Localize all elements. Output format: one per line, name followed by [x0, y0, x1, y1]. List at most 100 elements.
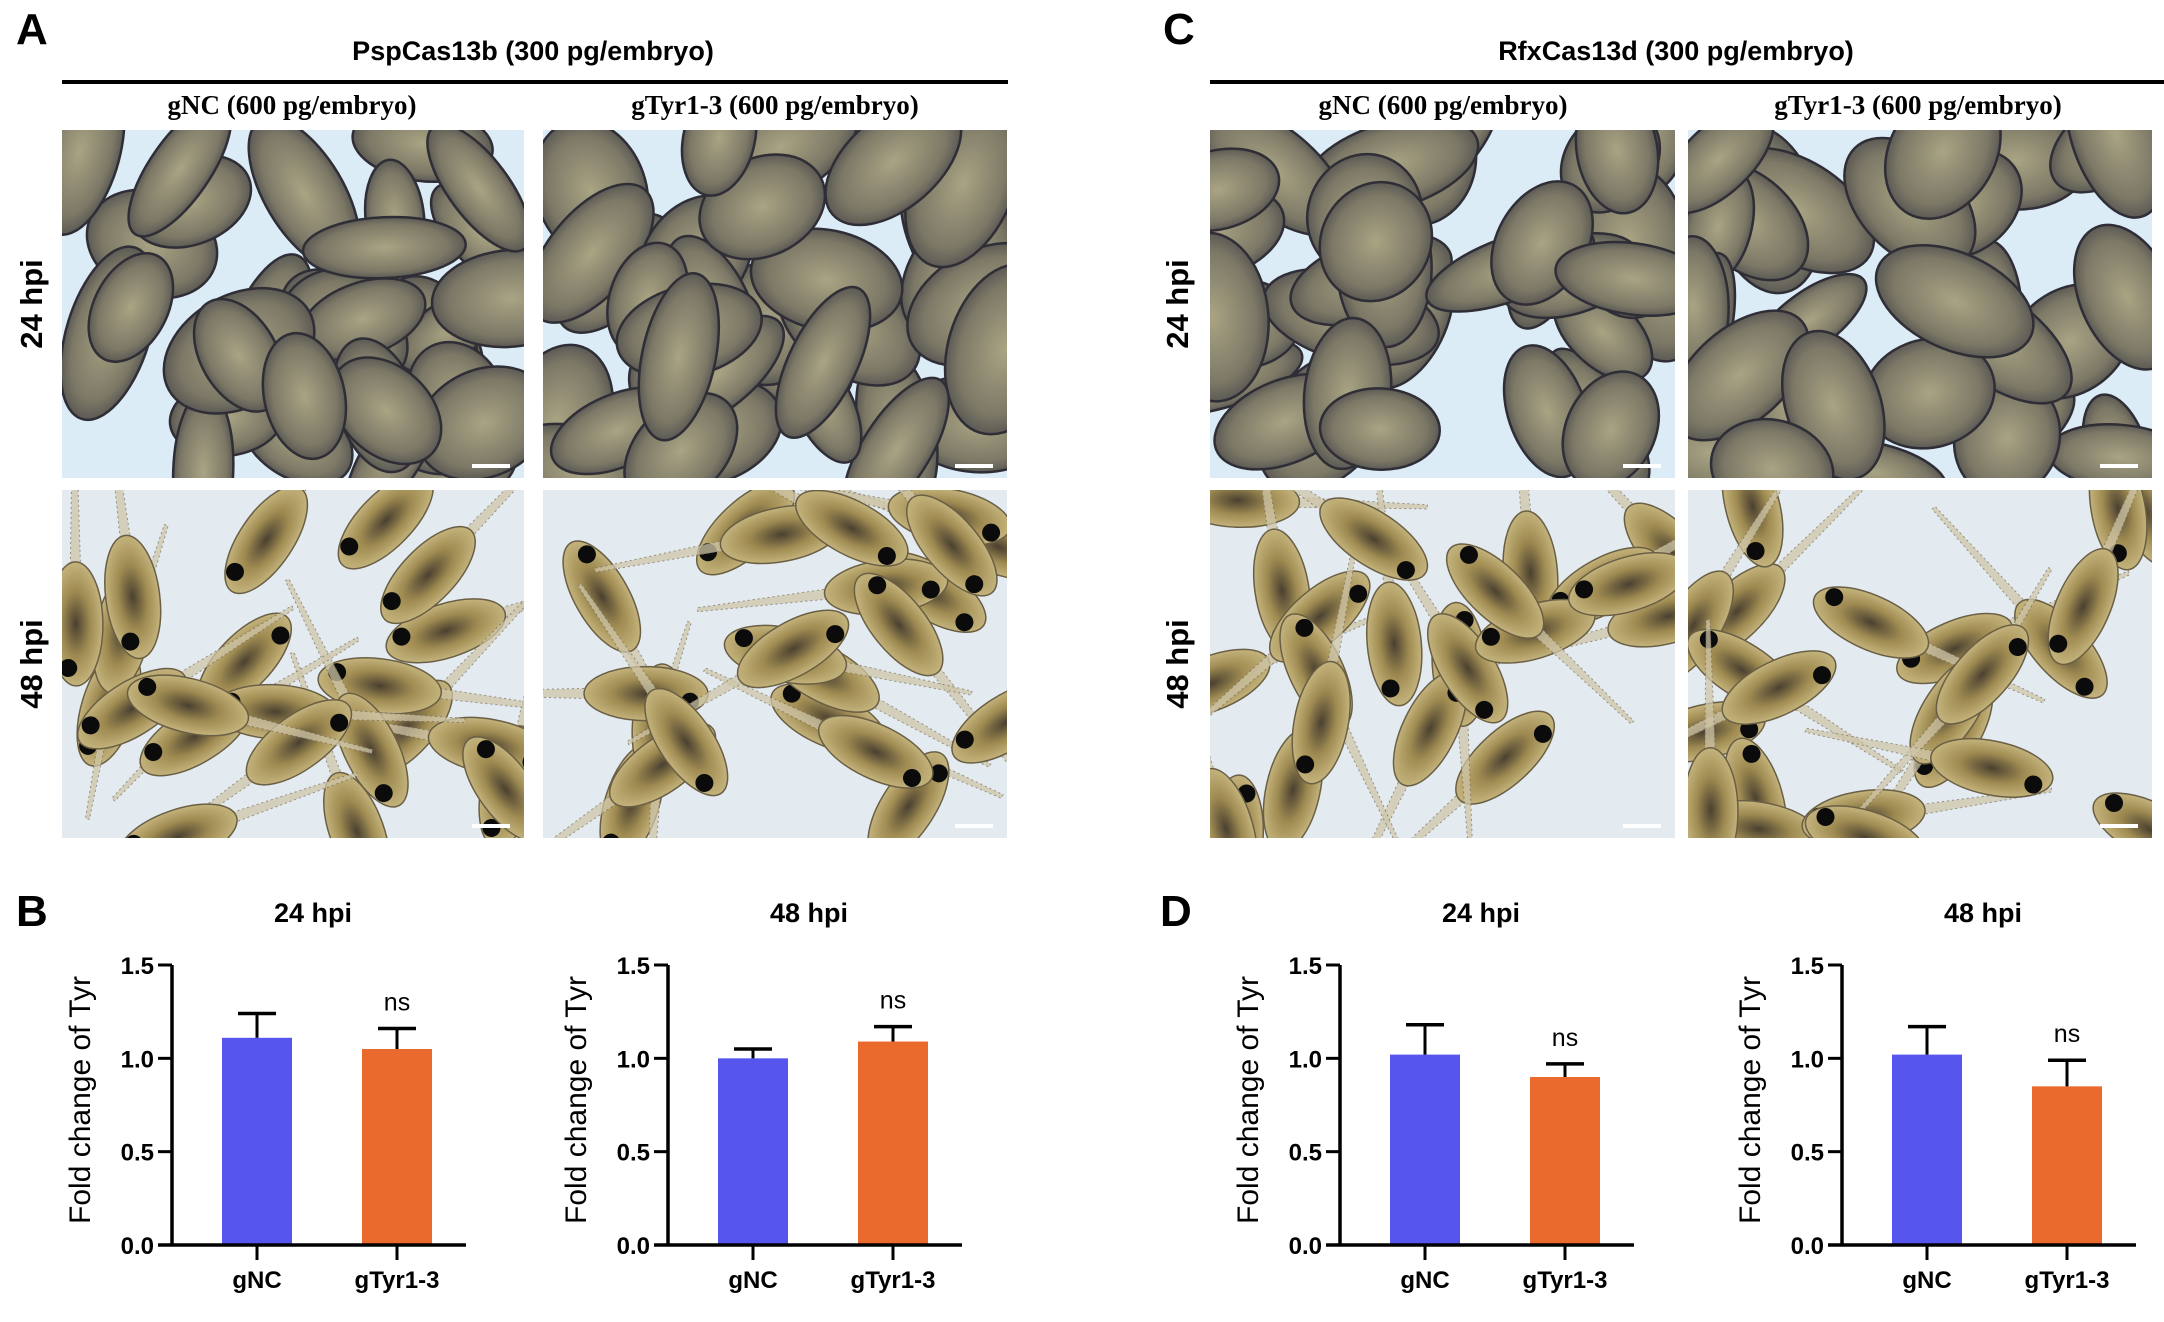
embryo	[127, 130, 233, 238]
tadpole-eye	[121, 632, 140, 651]
scale-bar	[2100, 824, 2138, 828]
tadpole-micrograph	[1210, 490, 1675, 838]
tadpole-eye	[144, 743, 163, 762]
embryo	[1574, 130, 1660, 215]
tadpole-body	[794, 490, 909, 567]
tadpole	[380, 490, 524, 625]
scale-bar	[1623, 824, 1661, 828]
tadpole	[1567, 526, 1675, 617]
scale-bar	[955, 824, 993, 828]
y-tick-label: 1.5	[121, 953, 154, 980]
tadpole-eye	[340, 537, 359, 556]
bar-gtyr1-3	[858, 1041, 928, 1245]
y-tick-label: 1.0	[617, 1046, 650, 1073]
tadpole-body	[126, 674, 250, 737]
x-tick-label: gNC	[232, 1267, 281, 1294]
tadpole	[104, 490, 162, 660]
tadpole	[1362, 710, 1556, 838]
tadpole-body	[224, 490, 309, 595]
bar-gnc	[222, 1037, 292, 1245]
scale-bar	[2100, 464, 2138, 468]
embryo	[637, 272, 721, 442]
tadpole	[1688, 619, 1739, 838]
embryo	[87, 252, 175, 363]
tadpole-body	[1455, 710, 1556, 805]
embryo	[330, 356, 443, 466]
tadpole-body	[906, 494, 998, 597]
chart-b-24hpi: 24 hpi Fold change of Tyr gNC ns gTyr1-3 0.0 0…	[64, 898, 466, 1294]
embryo	[1709, 417, 1835, 478]
group-title-rfxcas13d: RfxCas13d (300 pg/embryo)	[1498, 36, 1854, 66]
embryo	[426, 130, 524, 253]
tadpole-eye	[1475, 700, 1494, 719]
embryo-micrograph	[1210, 130, 1675, 478]
chart-title: 48 hpi	[770, 898, 848, 928]
chart-title: 24 hpi	[1442, 898, 1520, 928]
x-tick-label: gTyr1-3	[2025, 1267, 2110, 1294]
group-title-pspcas13b: PspCas13b (300 pg/embryo)	[352, 36, 714, 66]
tadpole	[577, 583, 729, 797]
tadpole-eye	[2008, 638, 2027, 657]
chart-d-48hpi: 48 hpi Fold change of Tyr gNC ns gTyr1-3 0.0 0…	[1734, 898, 2136, 1294]
tadpole-eye	[271, 626, 290, 645]
tadpole-body	[951, 681, 1007, 764]
embryo	[301, 215, 467, 280]
y-tick-label: 0.5	[121, 1140, 154, 1167]
tadpole-body	[1804, 805, 1926, 838]
tadpole	[1366, 490, 1423, 707]
tadpole-eye	[81, 716, 100, 735]
panel-letter-b: B	[16, 887, 48, 936]
tadpole	[126, 674, 374, 755]
bar-gtyr1-3	[1530, 1077, 1600, 1245]
x-tick-label: gNC	[1400, 1267, 1449, 1294]
tadpole-eye	[955, 613, 974, 632]
tadpole-body	[1210, 767, 1258, 838]
tadpole-eye	[138, 677, 157, 696]
tadpole-eye	[1746, 541, 1765, 560]
scale-bar	[472, 824, 510, 828]
tadpole	[2047, 490, 2152, 666]
tadpole-body	[736, 609, 850, 689]
tadpole-eye	[225, 562, 244, 581]
embryo	[1318, 180, 1434, 303]
bar-gtyr1-3	[362, 1049, 432, 1245]
tadpole-body	[117, 803, 238, 838]
chart-d-24hpi: 24 hpi Fold change of Tyr gNC ns gTyr1-3 0.0 0…	[1232, 898, 1634, 1294]
y-tick-label: 1.5	[617, 953, 650, 980]
tadpole-tail	[543, 687, 627, 701]
tadpole-body	[1935, 624, 2030, 725]
bar-gtyr1-3	[2032, 1086, 2102, 1245]
embryo	[62, 130, 126, 236]
tadpole-eye	[902, 769, 921, 788]
tadpole-eye	[1381, 679, 1400, 698]
tadpole	[1210, 645, 1258, 838]
tadpole-micrograph	[62, 490, 524, 838]
tadpole-eye	[330, 713, 349, 732]
embryo	[1874, 244, 2035, 359]
tadpole-eye	[392, 627, 411, 646]
bar-gnc	[718, 1058, 788, 1245]
tadpole-body	[1721, 650, 1837, 725]
tadpole-body	[1812, 586, 1930, 659]
tadpole	[1688, 650, 1837, 775]
tadpole-eye	[695, 773, 714, 792]
tadpole-body	[2047, 547, 2119, 666]
y-axis-label: Fold change of Tyr	[1232, 976, 1265, 1224]
column-title-gtyr-a: gTyr1-3 (600 pg/embryo)	[631, 90, 919, 120]
embryo	[680, 130, 758, 197]
tadpole-body	[1567, 551, 1675, 617]
tadpole-eye	[1295, 618, 1314, 637]
tadpole-eye	[2024, 775, 2043, 794]
y-axis-label: Fold change of Tyr	[1734, 976, 1767, 1224]
panel-letter-a: A	[16, 5, 48, 54]
tadpole-eye	[374, 784, 393, 803]
tadpole-eye	[1396, 561, 1415, 580]
photo-a-gtyr-48hpi	[543, 490, 1007, 838]
x-tick-label: gNC	[1902, 1267, 1951, 1294]
tadpole-eye	[1742, 744, 1761, 763]
tadpole-eye	[877, 546, 896, 565]
embryo-micrograph	[543, 130, 1007, 478]
embryo	[943, 262, 1007, 436]
tadpole-body	[323, 771, 391, 838]
y-tick-label: 0.0	[121, 1233, 154, 1260]
